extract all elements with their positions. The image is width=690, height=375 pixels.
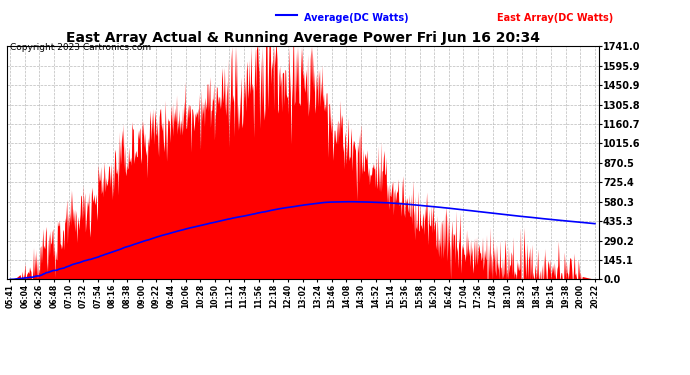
Title: East Array Actual & Running Average Power Fri Jun 16 20:34: East Array Actual & Running Average Powe… <box>66 31 540 45</box>
Text: Average(DC Watts): Average(DC Watts) <box>304 13 408 23</box>
Text: Copyright 2023 Cartronics.com: Copyright 2023 Cartronics.com <box>10 43 152 52</box>
Text: East Array(DC Watts): East Array(DC Watts) <box>497 13 613 23</box>
